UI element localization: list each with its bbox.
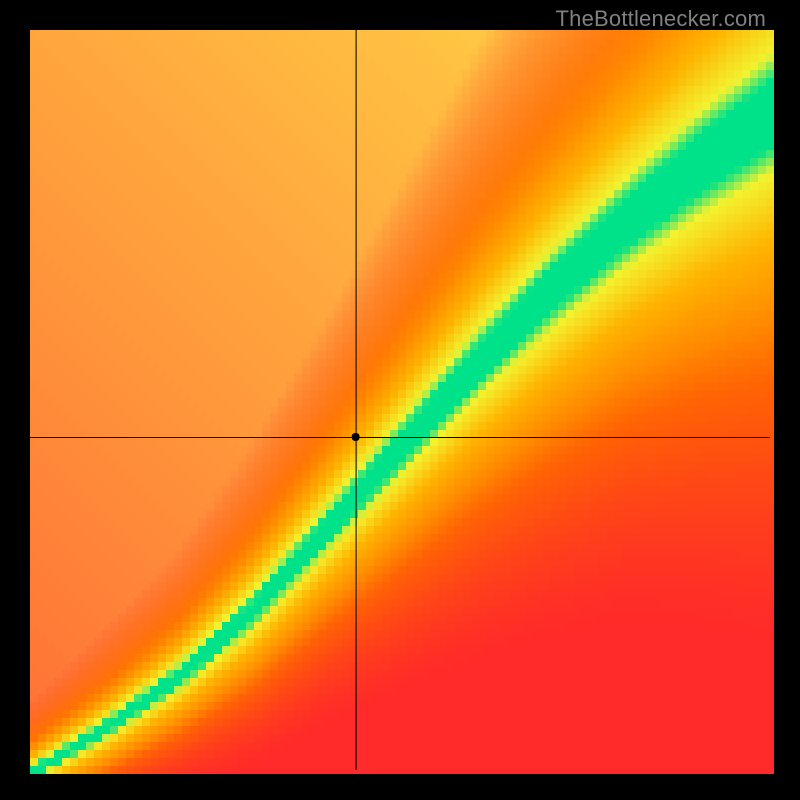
chart-container: { "canvas": { "width": 800, "height": 80… [0, 0, 800, 800]
bottleneck-heatmap [0, 0, 800, 800]
watermark-text: TheBottlenecker.com [556, 6, 766, 32]
